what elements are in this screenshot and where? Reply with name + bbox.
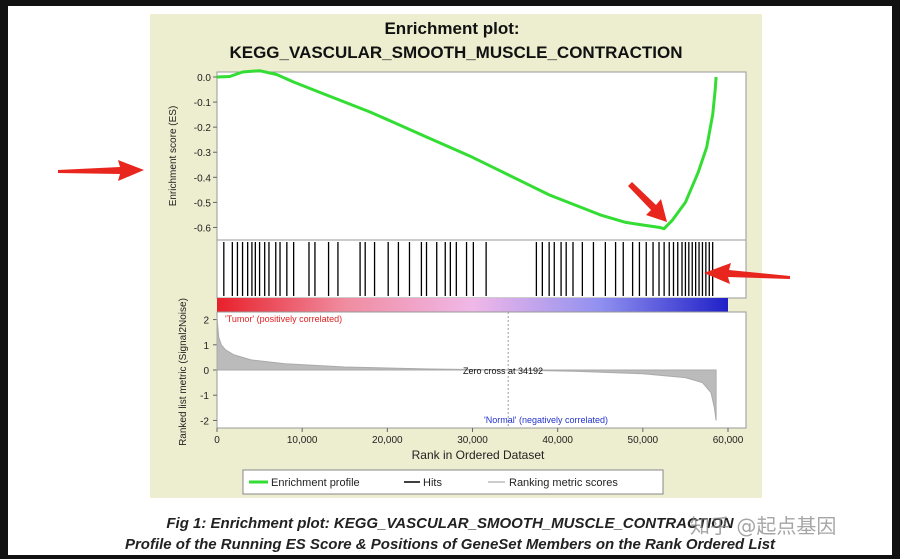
legend-label-enrichment: Enrichment profile: [271, 477, 360, 489]
annotation-arrow-left: [58, 160, 144, 181]
es-y-tick-label: -0.3: [194, 148, 212, 159]
top-border: [0, 0, 900, 6]
es-plot-area: [216, 71, 747, 241]
ranking-metric-area: [216, 316, 717, 421]
x-tick-label: 60,000: [713, 435, 744, 446]
legend-label-hits: Hits: [423, 477, 442, 489]
x-tick-label: 10,000: [287, 435, 318, 446]
zero-cross-label: Zero cross at 34192: [463, 366, 543, 376]
caption-line-2: Profile of the Running ES Score & Positi…: [124, 536, 776, 553]
left-border: [0, 0, 8, 559]
chart-title: Enrichment plot:: [384, 19, 519, 38]
negative-correlation-label: 'Normal' (negatively correlated): [484, 415, 608, 425]
metric-y-tick-label: 1: [203, 341, 209, 352]
x-tick-label: 0: [214, 435, 220, 446]
enrichment-profile-line: [216, 69, 718, 231]
es-y-tick-label: -0.1: [194, 98, 212, 109]
rank-gradient-bar: [217, 298, 728, 312]
x-tick-label: 50,000: [628, 435, 659, 446]
metric-y-axis-label: Ranked list metric (Signal2Noise): [178, 298, 189, 446]
metric-y-tick-label: -2: [200, 416, 209, 427]
positive-correlation-label: 'Tumor' (positively correlated): [225, 314, 342, 324]
x-tick-label: 40,000: [542, 435, 573, 446]
annotation-arrow-middle: [628, 182, 667, 222]
hits-plot-area: [216, 239, 747, 299]
es-y-tick-label: -0.4: [194, 173, 212, 184]
metric-y-tick-label: -1: [200, 391, 209, 402]
legend-label-ranking: Ranking metric scores: [509, 477, 618, 489]
annotation-arrow-right: [704, 263, 790, 284]
metric-y-tick-label: 2: [203, 316, 209, 327]
watermark: 知乎 @起点基因: [690, 514, 837, 538]
x-tick-label: 30,000: [457, 435, 488, 446]
chart-subtitle: KEGG_VASCULAR_SMOOTH_MUSCLE_CONTRACTION: [229, 43, 682, 62]
es-y-tick-label: -0.6: [194, 223, 212, 234]
es-y-tick-label: 0.0: [197, 73, 211, 84]
bottom-border: [0, 555, 900, 559]
x-axis-label: Rank in Ordered Dataset: [412, 448, 545, 462]
right-border: [892, 0, 900, 559]
legend-box: [242, 469, 664, 495]
es-y-tick-label: -0.2: [194, 123, 212, 134]
metric-y-tick-label: 0: [203, 366, 209, 377]
es-y-axis-label: Enrichment score (ES): [168, 106, 179, 207]
x-tick-label: 20,000: [372, 435, 403, 446]
caption-line-1: Fig 1: Enrichment plot: KEGG_VASCULAR_SM…: [166, 515, 734, 532]
es-y-tick-label: -0.5: [194, 198, 212, 209]
